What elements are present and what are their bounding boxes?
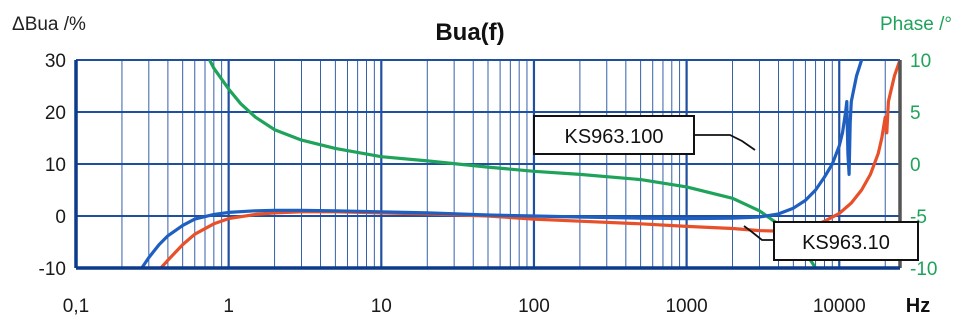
annotation-leader-ks963-100 <box>694 134 756 151</box>
x-tick-label: 0,1 <box>63 296 89 317</box>
x-tick-label: 10 <box>371 296 392 317</box>
series-line-ks963-10 <box>159 59 900 270</box>
series-line-ks963-100 <box>140 59 864 269</box>
x-tick-label: 100 <box>518 296 550 317</box>
annotation-label-ks963-10: KS963.10 <box>802 232 890 254</box>
y2-tick-label: -10 <box>910 259 937 280</box>
y2-tick-label: 0 <box>910 155 921 176</box>
annotation-box-ks963-100 <box>533 115 695 155</box>
y2-axis-label: Phase /° <box>880 14 952 35</box>
x-tick-label: 1000 <box>665 296 707 317</box>
y-tick-label: 30 <box>45 51 66 72</box>
series-line-phase <box>208 59 817 269</box>
y-tick-label: 0 <box>55 207 66 228</box>
annotation-box-ks963-10 <box>773 221 919 261</box>
annotation-label-ks963-100: KS963.100 <box>565 126 664 148</box>
series-layer <box>140 59 900 270</box>
chart-title: Bua(f) <box>435 19 504 46</box>
y-axis-label: ΔBua /% <box>12 14 86 35</box>
x-tick-label: 10000 <box>813 296 866 317</box>
y2-tick-label: 5 <box>910 103 921 124</box>
y2-tick-label: 10 <box>910 51 931 72</box>
y-tick-label: 10 <box>45 155 66 176</box>
y-tick-label: -10 <box>39 259 66 280</box>
x-axis-unit: Hz <box>906 295 930 317</box>
x-tick-label: 1 <box>223 296 234 317</box>
annotation-leader-ks963-10 <box>743 225 774 241</box>
annotations: KS963.100 KS963.10 <box>533 115 919 261</box>
y-tick-label: 20 <box>45 103 66 124</box>
